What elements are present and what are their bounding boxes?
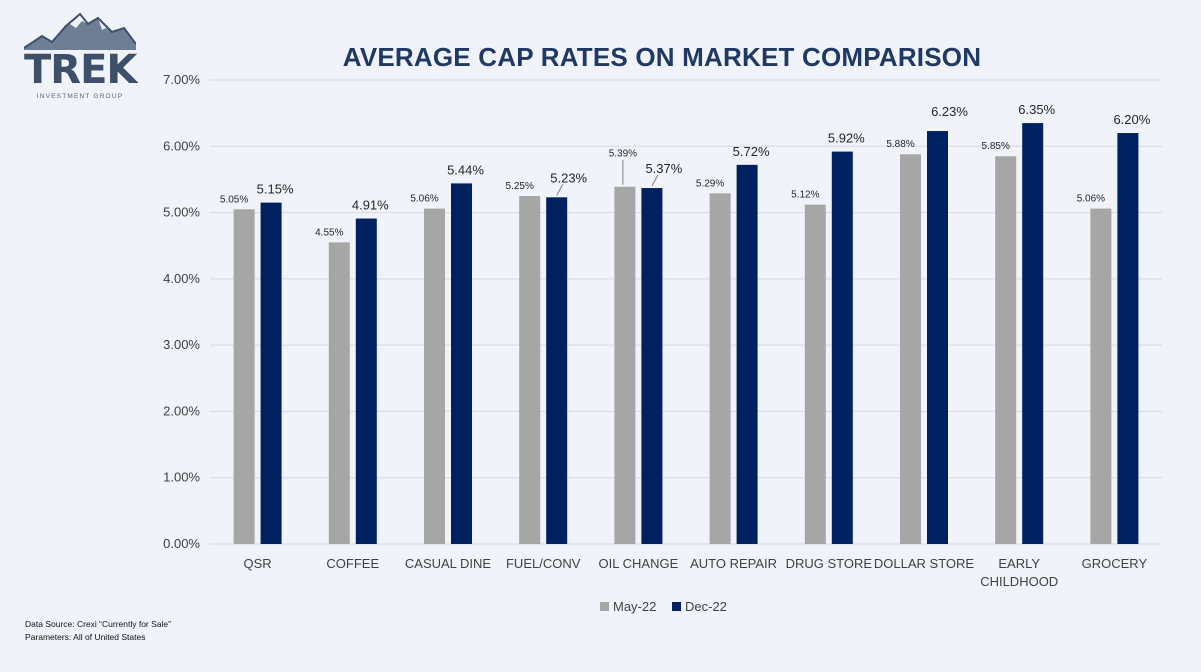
x-tick-label: CASUAL DINE (405, 556, 492, 571)
y-axis-ticks: 0.00% 1.00% 2.00% 3.00% 4.00% 5.00% 6.00% 7.00% (163, 72, 200, 551)
bar-dec-22 (546, 197, 568, 544)
x-tick-label: FUEL/CONV (506, 556, 581, 571)
chart-title: AVERAGE CAP RATES ON MARKET COMPARISON (342, 42, 982, 72)
bar-dec-22 (451, 183, 472, 545)
bar-may-22 (614, 186, 636, 544)
legend: May-22 Dec-22 (600, 599, 727, 614)
data-label: 5.05% (220, 194, 248, 205)
parameters-note: Parameters: All of United States (25, 632, 146, 642)
gridlines (210, 79, 1162, 545)
data-label: 6.20% (1113, 112, 1150, 127)
data-label: 5.92% (828, 131, 865, 146)
y-tick-label: 1.00% (163, 470, 200, 485)
legend-label: Dec-22 (685, 599, 727, 614)
data-label: 5.37% (645, 161, 682, 176)
y-tick-label: 7.00% (163, 72, 200, 87)
data-label: 5.29% (696, 178, 724, 189)
label-leader-line (651, 174, 659, 187)
bar-may-22 (328, 242, 350, 544)
x-tick-label: DRUG STORE (786, 556, 873, 571)
y-tick-label: 2.00% (163, 403, 200, 418)
x-tick-label: QSR (244, 556, 272, 571)
legend-label: May-22 (613, 599, 656, 614)
bar-may-22 (709, 193, 731, 544)
logo-wordmark: TREK (24, 47, 137, 93)
bar-may-22 (995, 156, 1017, 544)
bar-may-22 (424, 208, 445, 544)
data-label: 5.06% (1077, 194, 1105, 205)
data-labels: 5.05% 5.15% 4.55% 4.91% 5.06% 5.44% 5.25% 5.23%… (220, 102, 1151, 238)
bar-dec-22 (831, 151, 853, 545)
bar-may-22 (900, 154, 921, 545)
x-tick-label: COFFEE (326, 556, 379, 571)
x-axis-ticks: QSR COFFEE CASUAL DINE FUEL/CONV OIL CHANGE A… (244, 556, 1148, 589)
bar-dec-22 (736, 164, 758, 545)
data-label: 5.88% (886, 139, 914, 150)
y-tick-label: 6.00% (163, 138, 200, 153)
bar-may-22 (519, 196, 541, 544)
bar-dec-22 (355, 218, 377, 544)
data-label: 4.55% (315, 227, 343, 238)
y-tick-label: 3.00% (163, 337, 200, 352)
bar-dec-22 (641, 188, 663, 544)
bar-dec-22 (1022, 123, 1044, 544)
data-label: 5.23% (550, 170, 587, 185)
data-label: 5.72% (733, 144, 770, 159)
x-tick-label: DOLLAR STORE (874, 556, 975, 571)
data-label: 5.12% (791, 190, 819, 201)
y-tick-label: 4.00% (163, 271, 200, 286)
x-tick-label: AUTO REPAIR (690, 556, 777, 571)
data-label: 5.85% (982, 141, 1010, 152)
y-tick-label: 5.00% (163, 205, 200, 220)
logo-tagline: INVESTMENT GROUP (36, 93, 124, 100)
bar-dec-22 (260, 202, 282, 544)
data-label: 5.06% (410, 194, 438, 205)
legend-swatch (672, 602, 681, 611)
data-source-note: Data Source: Crexi “Currently for Sale” (25, 619, 171, 629)
bar-dec-22 (1117, 133, 1139, 544)
y-tick-label: 0.00% (163, 536, 200, 551)
legend-swatch (600, 602, 609, 611)
bar-may-22 (1090, 208, 1112, 544)
x-tick-label: OIL CHANGE (599, 556, 679, 571)
data-label: 5.15% (257, 182, 294, 197)
chart-footer: Data Source: Crexi “Currently for Sale” … (25, 618, 171, 644)
data-label: 5.44% (447, 162, 484, 177)
bar-may-22 (233, 209, 255, 544)
bars (233, 123, 1139, 545)
data-label: 6.23% (931, 104, 968, 119)
data-label: 5.25% (506, 181, 534, 192)
label-leader-line (556, 184, 564, 196)
trek-logo: TREK INVESTMENT GROUP (24, 12, 137, 100)
data-label: 5.39% (609, 149, 637, 160)
data-label: 4.91% (352, 198, 389, 213)
bar-dec-22 (927, 131, 948, 545)
x-tick-label: EARLY (998, 556, 1040, 571)
bar-may-22 (804, 204, 826, 545)
x-tick-label: CHILDHOOD (980, 574, 1058, 589)
x-tick-label: GROCERY (1082, 556, 1148, 571)
data-label: 6.35% (1018, 102, 1055, 117)
mountain-icon (24, 12, 136, 50)
